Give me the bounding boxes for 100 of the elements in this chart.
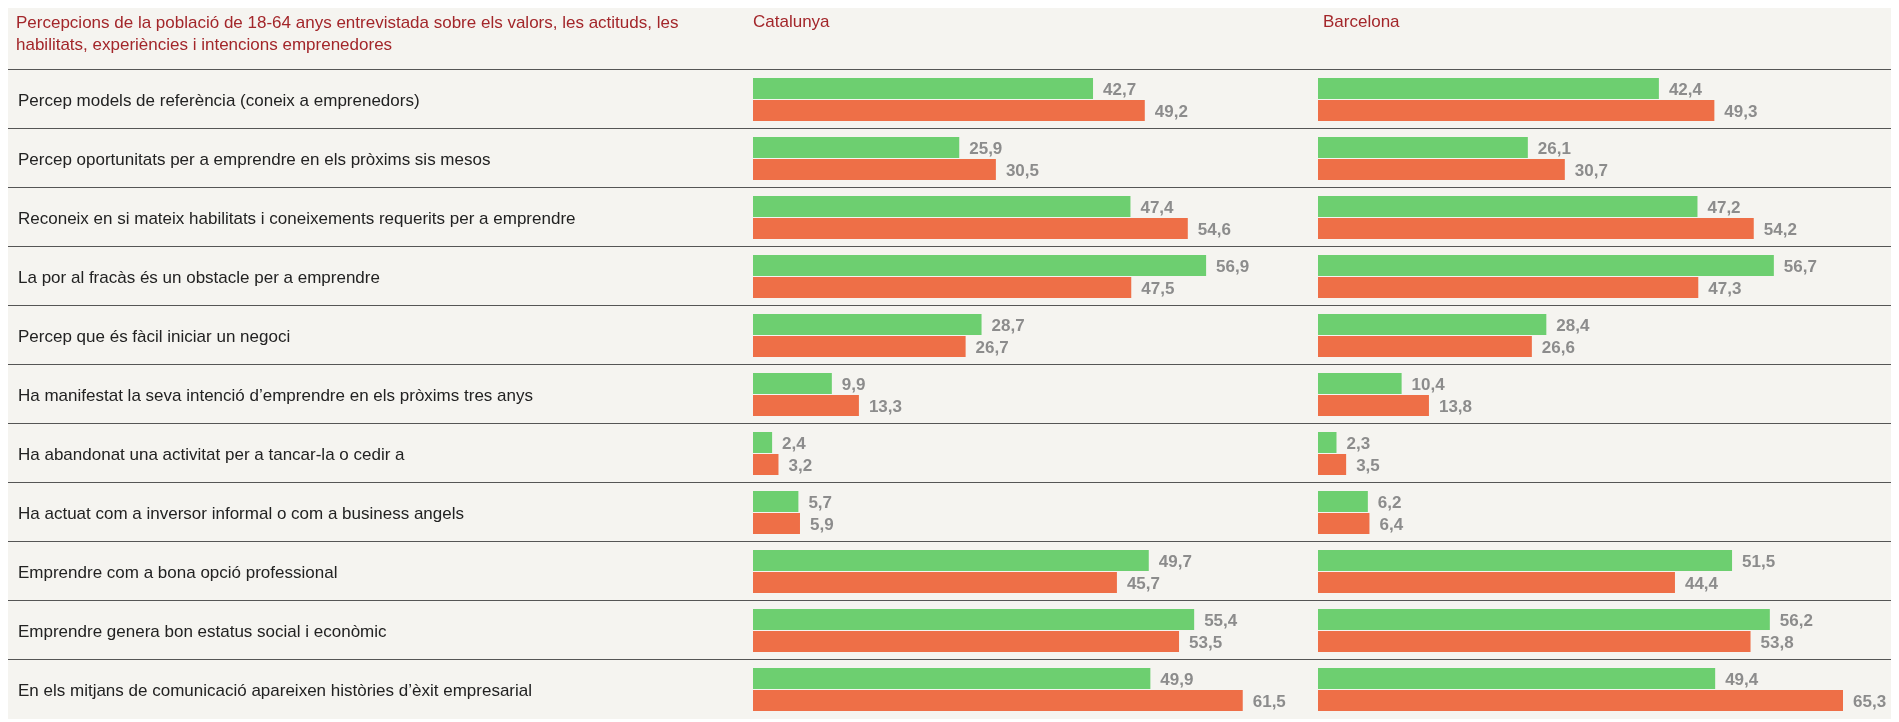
data-label: 2,4: [782, 433, 807, 453]
data-label: 53,8: [1760, 632, 1794, 652]
y-tick-label: Percep que és fàcil iniciar un negoci: [18, 326, 291, 346]
bar: [753, 277, 1132, 298]
data-label: 47,5: [1141, 278, 1175, 298]
bar: [753, 668, 1151, 689]
data-label: 53,5: [1189, 632, 1223, 652]
bar: [1318, 218, 1754, 239]
bar: [1318, 609, 1770, 630]
bar: [1318, 454, 1347, 475]
y-tick-label: Emprendre genera bon estatus social i econòmic: [18, 621, 388, 641]
bar: [753, 196, 1131, 217]
bar: [1318, 314, 1547, 335]
data-label: 3,5: [1356, 455, 1380, 475]
bar: [753, 100, 1145, 121]
data-label: 13,8: [1438, 396, 1473, 416]
data-label: 54,6: [1197, 219, 1231, 239]
y-tick-label: Ha abandonat una activitat per a tancar-la o cedir a: [18, 444, 406, 464]
bar: [753, 432, 773, 453]
bar: [753, 454, 779, 475]
y-tick-label: La por al fracàs és un obstacle per a emprendre: [18, 267, 380, 287]
data-label: 5,9: [809, 514, 834, 534]
data-label: 26,7: [975, 337, 1009, 357]
data-label: 6,4: [1379, 514, 1404, 534]
bar: [753, 491, 799, 512]
bar: [753, 218, 1188, 239]
data-label: 10,4: [1411, 374, 1446, 394]
data-label: 28,7: [991, 315, 1025, 335]
data-label: 45,7: [1126, 573, 1161, 593]
bar: [753, 78, 1094, 99]
bar: [1318, 631, 1751, 652]
data-label: 13,3: [868, 396, 902, 416]
data-label: 49,3: [1724, 101, 1758, 121]
data-label: 28,4: [1556, 315, 1590, 335]
y-tick-label: Ha manifestat la seva intenció d’emprendre en els pròxims tres anys: [18, 385, 533, 405]
data-label: 54,2: [1763, 219, 1797, 239]
y-tick-label: Percep oportunitats per a emprendre en els pròxims sis mesos: [18, 149, 491, 169]
bar: [1318, 255, 1774, 276]
y-tick-label: Percep models de referència (coneix a emprenedors): [18, 90, 420, 110]
data-label: 30,5: [1005, 160, 1039, 180]
data-label: 26,1: [1537, 138, 1571, 158]
bar: [1318, 137, 1528, 158]
bar: [753, 137, 960, 158]
data-label: 47,3: [1708, 278, 1742, 298]
bar: [753, 631, 1180, 652]
bar: [753, 395, 859, 416]
y-axis-title: Percepcions de la població de 18-64 anys entrevistada sobre els valors, les actituds, les habilitats, experiències i intencions emprenedores: [16, 12, 680, 56]
bar: [753, 550, 1149, 571]
data-label: 25,9: [969, 138, 1003, 158]
data-label: 49,4: [1725, 669, 1759, 689]
chart-title: Catalunya: [753, 12, 830, 32]
bar: [1318, 159, 1565, 180]
bar: [1318, 491, 1368, 512]
bar: [753, 314, 982, 335]
data-label: 42,4: [1668, 79, 1703, 99]
y-tick-label: En els mitjans de comunicació apareixen històries d’èxit empresarial: [18, 680, 533, 700]
bar: [753, 336, 966, 357]
data-label: 26,6: [1541, 337, 1575, 357]
y-tick-label: Emprendre com a bona opció professional: [18, 562, 338, 582]
data-label: 44,4: [1684, 573, 1719, 593]
data-label: 49,9: [1160, 669, 1194, 689]
bar: [753, 159, 996, 180]
bar: [1318, 550, 1733, 571]
bar: [1318, 277, 1699, 298]
bar: [1318, 513, 1370, 534]
data-label: 51,5: [1742, 551, 1776, 571]
data-label: 56,2: [1779, 610, 1813, 630]
data-label: 61,5: [1252, 691, 1286, 711]
bar: [753, 255, 1207, 276]
bar: [1318, 373, 1402, 394]
chart-title: Barcelona: [1323, 12, 1400, 32]
bar: [1318, 432, 1337, 453]
bar: [1318, 100, 1715, 121]
data-label: 49,7: [1158, 551, 1192, 571]
bar: [753, 373, 832, 394]
data-label: 55,4: [1204, 610, 1238, 630]
data-label: 42,7: [1103, 79, 1137, 99]
data-label: 9,9: [841, 374, 866, 394]
bar: [1318, 336, 1532, 357]
bar: [753, 572, 1117, 593]
bar: [753, 513, 800, 534]
data-label: 49,2: [1154, 101, 1188, 121]
data-label: 30,7: [1574, 160, 1608, 180]
data-label: 65,3: [1853, 691, 1887, 711]
bar: [1318, 196, 1698, 217]
bar: [753, 609, 1195, 630]
bar: [1318, 690, 1843, 711]
data-label: 3,2: [788, 455, 813, 475]
bar: [1318, 78, 1659, 99]
data-label: 56,9: [1216, 256, 1250, 276]
bar: [1318, 572, 1675, 593]
y-tick-label: Reconeix en si mateix habilitats i coneixements requerits per a emprendre: [18, 208, 576, 228]
data-label: 56,7: [1783, 256, 1817, 276]
bar: [1318, 668, 1716, 689]
data-label: 47,2: [1707, 197, 1741, 217]
bar: [1318, 395, 1429, 416]
data-label: 5,7: [808, 492, 833, 512]
data-label: 2,3: [1346, 433, 1371, 453]
bar: [753, 690, 1243, 711]
data-label: 47,4: [1140, 197, 1175, 217]
